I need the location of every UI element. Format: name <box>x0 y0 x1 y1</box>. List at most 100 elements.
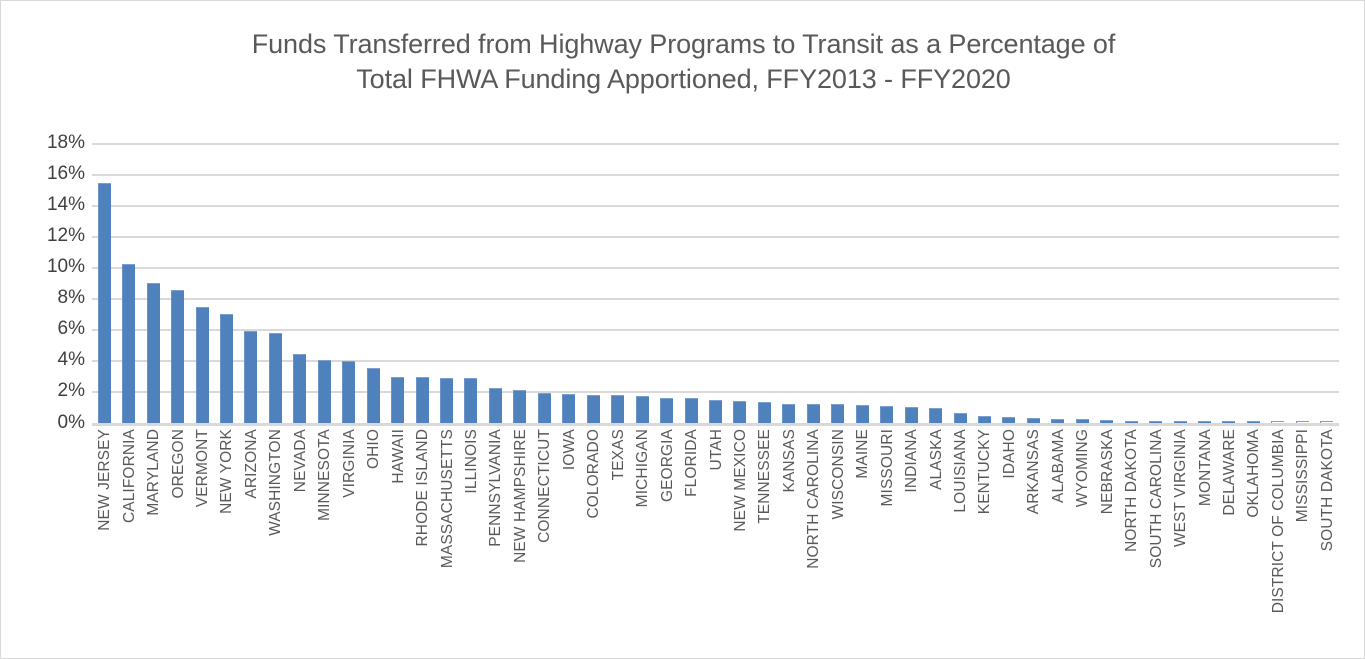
bar <box>1100 420 1114 423</box>
x-axis-tick-label: NORTH CAROLINA <box>805 429 823 569</box>
x-axis-tick-label: DELAWARE <box>1220 429 1238 516</box>
x-axis-tick-label: MISSISSIPPI <box>1294 429 1312 523</box>
gridline <box>92 329 1339 332</box>
x-axis-tick-label: VERMONT <box>194 429 212 508</box>
x-axis-tick-label: IDAHO <box>1000 429 1018 479</box>
bar <box>1198 421 1212 423</box>
bar <box>513 389 527 423</box>
bars-layer <box>92 143 1339 423</box>
x-axis-tick-label: DISTRICT OF COLUMBIA <box>1269 429 1287 614</box>
chart-title-line-2: Total FHWA Funding Apportioned, FFY2013 … <box>356 64 1011 94</box>
x-axis-tick-label: WYOMING <box>1074 429 1092 508</box>
bar <box>146 282 160 423</box>
x-axis-tick-label: SOUTH CAROLINA <box>1147 429 1165 569</box>
bar <box>1002 417 1016 423</box>
x-axis-tick-label: NEW HAMPSHIRE <box>511 429 529 563</box>
x-axis-tick-label: OHIO <box>365 429 383 470</box>
bar <box>611 395 625 423</box>
x-axis-tick-label: MISSOURI <box>878 429 896 507</box>
bar <box>1295 421 1309 423</box>
bar <box>562 393 576 423</box>
chart-title: Funds Transferred from Highway Programs … <box>1 27 1364 97</box>
bar <box>733 400 747 423</box>
y-axis-tick-label: 6% <box>57 318 85 340</box>
x-axis-tick-label: ARIZONA <box>242 429 260 499</box>
bar <box>366 368 380 423</box>
bar <box>97 182 111 423</box>
x-axis-tick-label: MAINE <box>854 429 872 479</box>
x-axis-tick-label: WEST VIRGINIA <box>1172 429 1190 548</box>
bar <box>806 403 820 423</box>
x-axis-tick-label: NEW JERSEY <box>96 429 114 531</box>
y-axis-tick-label: 4% <box>57 349 85 371</box>
x-axis-tick-label: ARKANSAS <box>1025 429 1043 515</box>
x-axis-tick-label: KANSAS <box>780 429 798 493</box>
gridline <box>92 173 1339 176</box>
x-axis-tick-label: NEBRASKA <box>1098 429 1116 515</box>
gridline <box>92 235 1339 238</box>
bar <box>488 387 502 423</box>
x-axis-tick-label: TENNESSEE <box>756 429 774 524</box>
gridline <box>92 360 1339 363</box>
bar <box>391 377 405 423</box>
x-axis-tick-label: MONTANA <box>1196 429 1214 507</box>
bar <box>953 413 967 423</box>
x-axis-tick-label: TEXAS <box>609 429 627 481</box>
x-axis-tick-label: IOWA <box>560 429 578 471</box>
x-axis-tick-label: LOUISIANA <box>952 429 969 513</box>
gridline <box>92 142 1339 145</box>
x-axis-tick-label: INDIANA <box>903 429 921 493</box>
x-axis-tick-label: MARYLAND <box>145 429 163 516</box>
bar <box>782 403 796 423</box>
bar <box>635 396 649 423</box>
x-axis-tick-label: OREGON <box>169 429 187 499</box>
gridline <box>92 298 1339 301</box>
x-axis: NEW JERSEY CALIFORNIA MARYLAND OREGON VERMON… <box>92 429 1339 639</box>
bar <box>1173 421 1187 423</box>
bar <box>537 392 551 423</box>
bar <box>1149 421 1163 423</box>
bar <box>855 405 869 423</box>
x-axis-tick-label: ILLINOIS <box>462 429 480 494</box>
gridline <box>92 391 1339 394</box>
bar <box>1026 417 1040 423</box>
x-axis-tick-label: OKLAHOMA <box>1245 429 1263 518</box>
x-axis-tick-label: NORTH DAKOTA <box>1123 429 1141 552</box>
bar <box>660 397 674 423</box>
x-axis-tick-label: CONNECTICUT <box>536 429 554 543</box>
y-axis-tick-label: 2% <box>57 380 85 402</box>
bar <box>171 290 185 423</box>
plot-area-gridlines <box>92 142 1339 423</box>
x-axis-tick-label: CALIFORNIA <box>120 429 138 524</box>
bar <box>1246 421 1260 423</box>
bar <box>1222 421 1236 423</box>
gridline <box>92 204 1339 207</box>
x-axis-tick-label: ALABAMA <box>1049 429 1067 503</box>
bar <box>586 394 600 423</box>
bar <box>977 416 991 423</box>
bar <box>929 407 943 423</box>
gridline <box>92 266 1339 269</box>
y-axis-tick-label: 8% <box>57 287 85 309</box>
bar <box>464 378 478 423</box>
x-axis-tick-label: MICHIGAN <box>634 429 652 508</box>
bar <box>1051 418 1065 423</box>
x-axis-tick-label: SOUTH DAKOTA <box>1318 429 1336 552</box>
x-axis-line <box>92 422 1339 426</box>
bar <box>1075 419 1089 423</box>
x-axis-tick-label: KENTUCKY <box>976 429 994 515</box>
bar <box>1320 421 1334 423</box>
bar <box>440 378 454 423</box>
bar <box>904 406 918 423</box>
x-axis-tick-label: PENNSYLVANIA <box>487 429 505 547</box>
x-axis-tick-label: NEW MEXICO <box>731 429 749 532</box>
y-axis-tick-label: 14% <box>46 193 85 215</box>
y-axis-tick-label: 10% <box>46 255 85 277</box>
bar <box>293 354 307 423</box>
x-axis-tick-label: RHODE ISLAND <box>414 429 432 547</box>
chart-title-line-1: Funds Transferred from Highway Programs … <box>251 29 1116 59</box>
x-axis-tick-label: GEORGIA <box>658 429 676 503</box>
x-axis-tick-label: FLORIDA <box>683 429 701 497</box>
bar <box>195 307 209 423</box>
